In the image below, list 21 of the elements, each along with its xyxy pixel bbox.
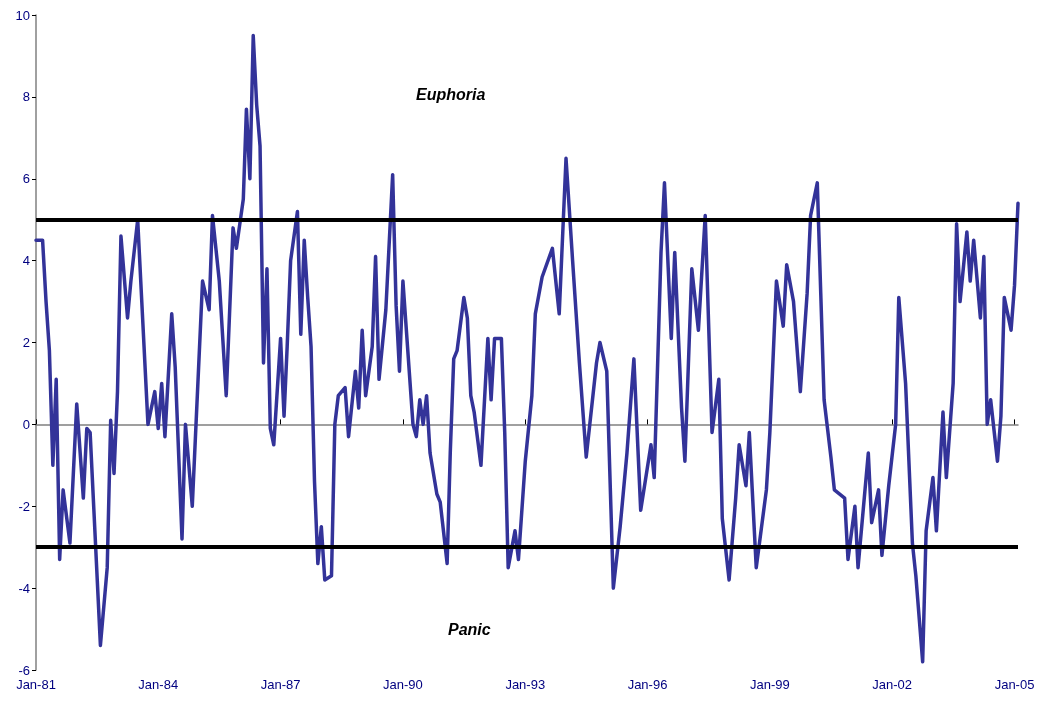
x-tick-label: Jan-05 (994, 677, 1035, 692)
x-tick-label: Jan-96 (627, 677, 668, 692)
x-tick-label: Jan-99 (749, 677, 790, 692)
y-tick-label: 2 (22, 335, 30, 350)
line-series (34, 33, 1020, 664)
y-tick-label: 8 (22, 89, 30, 105)
y-tick-label: 4 (22, 253, 30, 269)
y-tick-label: 0 (22, 416, 30, 432)
y-tick-label: 10 (15, 7, 30, 23)
annotation: Panic (448, 620, 491, 638)
annotation: Euphoria (416, 85, 486, 103)
x-tick-label: Jan-87 (260, 677, 301, 692)
y-tick-label: -2 (18, 498, 30, 514)
x-tick-label: Jan-02 (872, 677, 913, 692)
y-tick-label: -4 (18, 580, 30, 596)
x-tick-label: Jan-90 (383, 677, 423, 692)
x-tick-label: Jan-81 (16, 677, 56, 692)
y-tick-label: 6 (22, 171, 30, 187)
y-tick-label: -6 (18, 662, 30, 678)
x-tick-label: Jan-84 (138, 677, 179, 692)
x-tick-label: Jan-93 (505, 677, 546, 692)
